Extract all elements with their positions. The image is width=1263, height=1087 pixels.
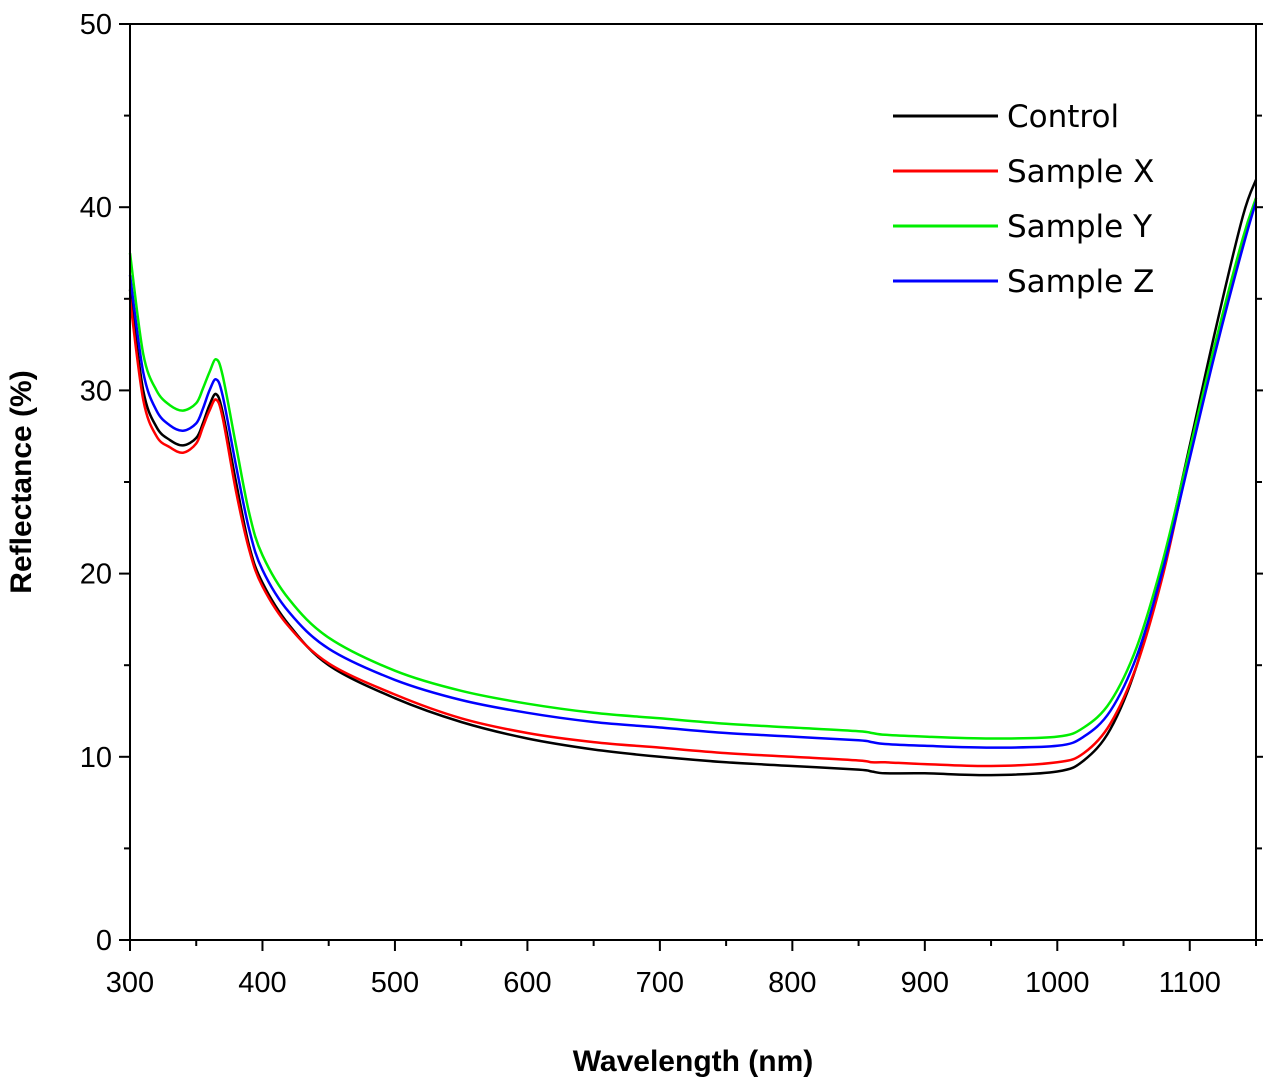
y-tick-label: 20 (80, 559, 112, 591)
x-tick-label: 600 (503, 967, 551, 999)
x-tick-label: 900 (901, 967, 949, 999)
series-line-sample-z (128, 201, 1258, 749)
x-tick-label: 400 (238, 967, 286, 999)
y-axis-title: Reflectance (%) (5, 370, 38, 593)
y-tick-label: 0 (96, 925, 112, 957)
x-tick-label: 500 (371, 967, 419, 999)
series-line-sample-x (128, 197, 1258, 768)
x-axis-title: Wavelength (nm) (573, 1045, 814, 1078)
legend-label-sample-x: Sample X (1007, 154, 1154, 190)
y-tick-label: 40 (80, 192, 112, 224)
y-tick-label: 50 (80, 9, 112, 41)
x-tick-label: 300 (106, 967, 154, 999)
x-tick-label: 1000 (1025, 967, 1090, 999)
legend: Control Sample X Sample Y Sample Z (893, 99, 1154, 300)
x-axis-ticks: 300 400 500 600 700 800 900 1000 1100 (106, 940, 1257, 999)
x-tick-label: 700 (636, 967, 684, 999)
x-tick-label: 800 (768, 967, 816, 999)
x-tick-label: 1100 (1159, 967, 1221, 999)
series-line-sample-y (128, 197, 1258, 740)
plot-frame (129, 23, 1257, 941)
y-tick-label: 30 (80, 375, 112, 407)
legend-label-sample-z: Sample Z (1007, 264, 1154, 300)
legend-label-sample-y: Sample Y (1007, 209, 1152, 245)
series-lines (128, 179, 1258, 777)
y-axis-ticks: 0 10 20 30 40 50 (80, 9, 1263, 957)
legend-label-control: Control (1007, 99, 1119, 135)
y-tick-label: 10 (80, 742, 112, 774)
